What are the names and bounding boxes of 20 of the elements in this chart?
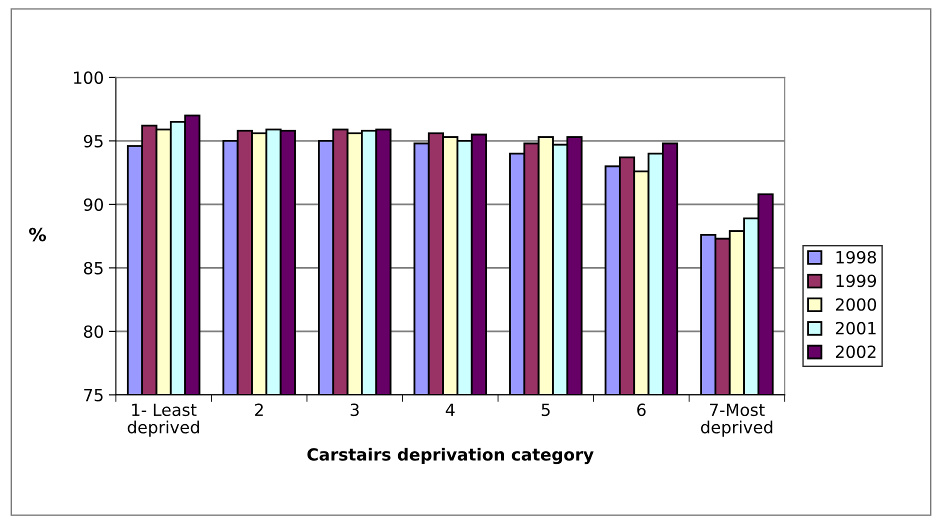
x-tick-label: 3 xyxy=(350,403,359,416)
legend-label: 2000 xyxy=(836,298,876,311)
x-tick-label: 6 xyxy=(637,403,646,416)
legend-label: 1998 xyxy=(836,250,876,264)
x-tick-label: 2 xyxy=(255,403,263,416)
x-tick-label: 7-Most deprived xyxy=(701,404,772,437)
legend-label: 2002 xyxy=(836,345,876,358)
x-tick-label: 1- Least deprived xyxy=(128,404,199,437)
legend-label: 2001 xyxy=(836,322,876,334)
x-tick-label: 4 xyxy=(446,404,455,416)
x-axis-title: Carstairs deprivation category xyxy=(307,448,594,464)
legend-label: 1999 xyxy=(836,274,876,288)
y-tick-label: 80 xyxy=(84,325,103,338)
y-tick-label: 75 xyxy=(84,389,103,402)
y-axis-title: % xyxy=(29,228,46,242)
y-tick-label: 85 xyxy=(84,262,103,274)
x-tick-label: 5 xyxy=(542,404,550,416)
y-tick-label: 95 xyxy=(84,134,103,148)
y-tick-label: 100 xyxy=(74,71,103,84)
y-tick-label: 90 xyxy=(84,198,103,211)
